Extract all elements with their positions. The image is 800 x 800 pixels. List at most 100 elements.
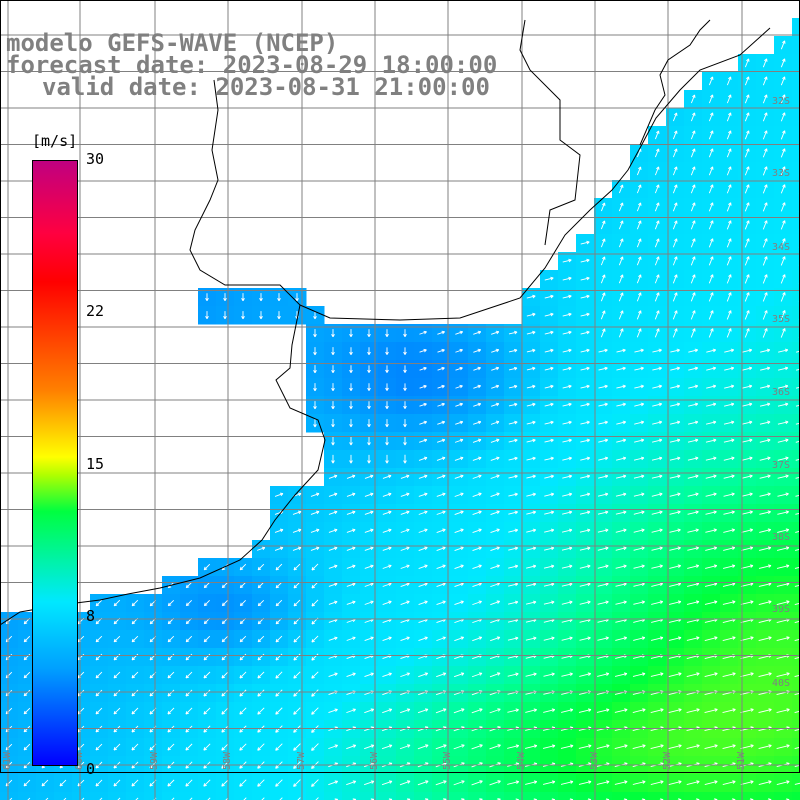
wind-arrow (526, 474, 536, 479)
wind-arrow (780, 76, 786, 86)
wind-cell (792, 432, 800, 451)
wind-cell (792, 414, 800, 433)
wind-arrow (385, 347, 389, 355)
wind-arrow (669, 456, 681, 461)
wind-arrow (526, 402, 536, 407)
wind-arrow (277, 311, 281, 320)
wind-arrow (780, 220, 786, 230)
wind-arrow (597, 492, 609, 497)
wind-arrow (598, 366, 608, 371)
wind-arrow (705, 456, 717, 461)
wind-arrow (562, 312, 572, 317)
wind-arrow (616, 402, 626, 407)
wind-arrow (780, 40, 786, 50)
wind-arrow (634, 402, 644, 407)
wind-cell (126, 792, 145, 800)
wind-arrow (598, 438, 608, 443)
wind-arrow (742, 384, 753, 389)
wind-arrow (436, 492, 446, 497)
wind-arrow (223, 293, 227, 302)
wind-arrow (742, 366, 753, 371)
wind-arrow (331, 454, 335, 464)
wind-cell (630, 792, 649, 800)
wind-arrow (688, 348, 698, 353)
wind-arrow (706, 384, 717, 389)
wind-arrow (472, 492, 482, 497)
wind-arrow (526, 366, 536, 371)
wind-arrow (690, 130, 696, 140)
wind-arrow (672, 220, 678, 230)
wind-cell (144, 792, 163, 800)
wind-arrow (331, 383, 335, 392)
wind-arrow (636, 274, 642, 284)
colorbar-tick-30: 30 (86, 150, 105, 168)
wind-cell (0, 792, 19, 800)
wind-arrow (726, 220, 732, 230)
wind-arrow (706, 402, 717, 407)
wind-arrow (385, 383, 389, 391)
wind-arrow (780, 202, 786, 212)
wind-arrow (652, 384, 662, 389)
wind-cell (666, 792, 685, 800)
wind-arrow (741, 402, 753, 407)
wind-arrow (688, 384, 699, 389)
wind-arrow (688, 402, 699, 407)
wind-arrow (419, 438, 428, 443)
wind-arrow (723, 402, 735, 407)
wind-arrow (795, 440, 800, 443)
wind-arrow (544, 492, 555, 497)
wind-arrow (652, 366, 662, 371)
wind-arrow (490, 420, 500, 425)
wind-arrow (669, 438, 681, 443)
wind-arrow (672, 184, 678, 194)
wind-arrow (724, 366, 735, 371)
wind-arrow (744, 328, 750, 338)
wind-arrow (418, 492, 428, 497)
wind-arrow (795, 386, 800, 389)
wind-arrow (562, 402, 572, 407)
longitude-label: 51W (736, 751, 747, 770)
wind-cell (306, 792, 325, 800)
wind-arrow (346, 492, 356, 497)
wind-cell (108, 792, 127, 800)
wind-arrow (580, 348, 590, 353)
wind-arrow (508, 474, 518, 479)
wind-arrow (780, 274, 786, 284)
wind-cell (378, 792, 397, 800)
wind-arrow (708, 292, 714, 302)
wind-arrow (437, 366, 445, 371)
wind-cell (792, 666, 800, 685)
wind-arrow (455, 402, 463, 407)
wind-arrow (313, 365, 317, 374)
wind-arrow (744, 112, 750, 122)
wind-arrow (726, 76, 732, 86)
wind-cell (180, 792, 199, 800)
wind-arrow (672, 238, 678, 248)
wind-arrow (762, 76, 768, 86)
wind-arrow (544, 456, 554, 461)
wind-arrow (759, 420, 771, 425)
latitude-label: 40S (772, 678, 790, 689)
wind-arrow (349, 383, 353, 391)
wind-arrow (403, 419, 407, 428)
wind-arrow (419, 330, 427, 335)
wind-arrow (654, 130, 660, 140)
wind-arrow (508, 348, 518, 353)
wind-arrow (762, 310, 768, 320)
wind-arrow (777, 474, 789, 479)
wind-arrow (654, 310, 660, 320)
wind-arrow (400, 474, 410, 479)
wind-arrow (349, 347, 353, 355)
wind-arrow (723, 420, 735, 425)
wind-arrow (454, 492, 464, 497)
wind-cell (720, 792, 739, 800)
wind-arrow (762, 184, 768, 194)
wind-cell (774, 792, 793, 800)
wind-arrow (367, 383, 371, 391)
wind-cell (702, 792, 721, 800)
wind-cell (792, 486, 800, 505)
wind-cell (522, 792, 541, 800)
wind-cell (792, 612, 800, 631)
wind-arrow (654, 328, 660, 338)
wind-arrow (726, 130, 732, 140)
